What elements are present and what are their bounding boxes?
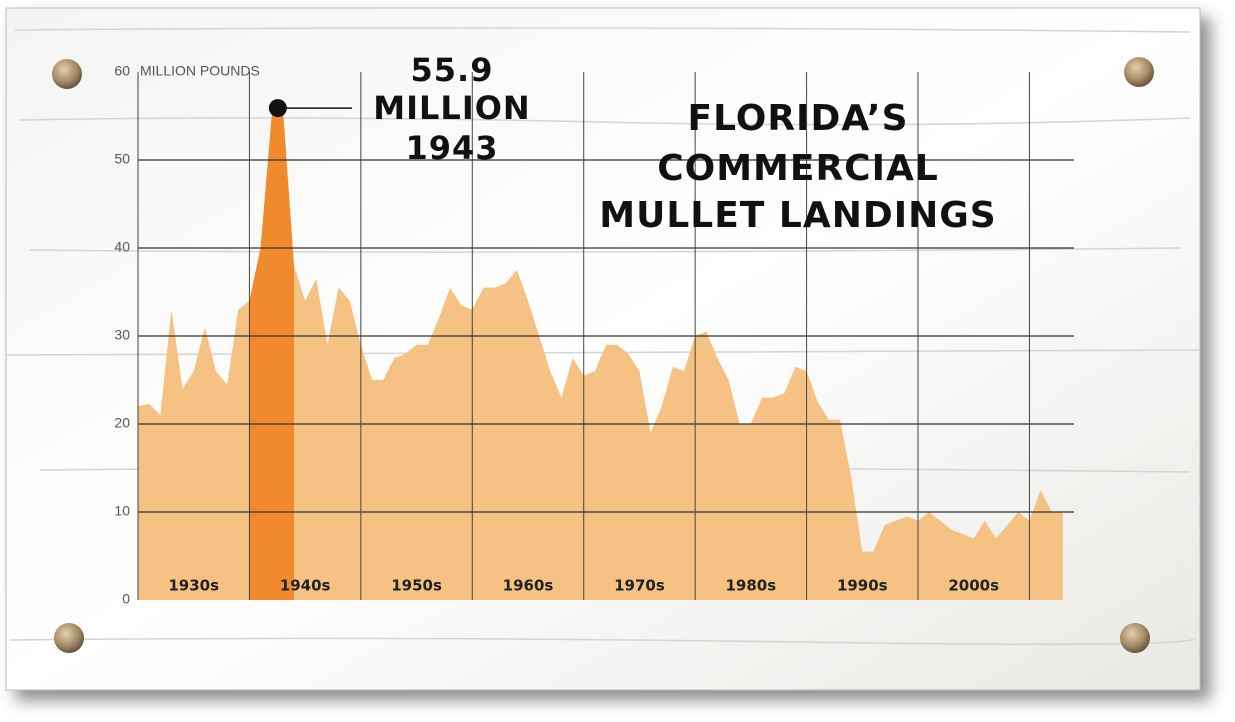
chart-title: MULLET LANDINGS xyxy=(599,195,996,236)
annotation-value: 55.9 xyxy=(411,51,494,89)
y-tick-label: 0 xyxy=(122,591,130,607)
annotation-year: 1943 xyxy=(405,129,498,167)
y-tick-label: 20 xyxy=(114,415,130,431)
chart-title: FLORIDA’S xyxy=(687,98,908,139)
annotation-unit: MILLION xyxy=(373,89,530,127)
annotation-dot xyxy=(268,99,287,118)
y-tick-label: 50 xyxy=(114,151,130,167)
y-tick-label: 30 xyxy=(114,327,130,343)
bolt xyxy=(52,59,82,89)
bolt xyxy=(54,623,84,653)
y-axis-label: MILLION POUNDS xyxy=(140,63,260,79)
x-tick-label: 1970s xyxy=(614,577,665,595)
x-tick-label: 1990s xyxy=(837,577,888,595)
chart: 0 10 20 30 40 50 60 1930s 1940s 1950s 1960s 1970s 19… xyxy=(114,63,1074,607)
x-tick-label: 2000s xyxy=(948,577,999,595)
x-tick-label: 1960s xyxy=(503,577,554,595)
chart-title: COMMERCIAL xyxy=(657,148,939,189)
highlight-area xyxy=(249,108,295,600)
area xyxy=(138,108,1063,600)
x-tick-label: 1940s xyxy=(280,577,331,595)
x-tick-label: 1950s xyxy=(391,577,442,595)
x-tick-label: 1980s xyxy=(726,577,777,595)
bolt xyxy=(1124,57,1154,87)
y-tick-label: 60 xyxy=(114,63,130,79)
y-tick-label: 10 xyxy=(114,503,130,519)
x-tick-label: 1930s xyxy=(168,577,219,595)
y-tick-label: 40 xyxy=(114,239,130,255)
bolt xyxy=(1120,623,1150,653)
